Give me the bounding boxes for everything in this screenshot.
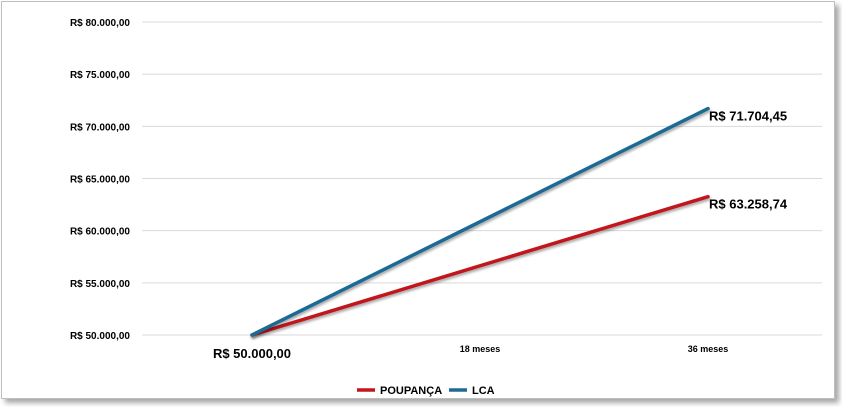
y-tick-label: R$ 65.000,00 bbox=[70, 175, 130, 186]
gridlines bbox=[142, 21, 822, 336]
y-tick-label: R$ 50.000,00 bbox=[70, 331, 130, 342]
x-axis-ticks: R$ 50.000,00 18 meses 36 meses bbox=[213, 344, 728, 361]
chart-frame: R$ 80.000,00 R$ 75.000,00 R$ 70.000,00 R$ 6… bbox=[1, 1, 835, 399]
y-tick-label: R$ 70.000,00 bbox=[70, 122, 130, 133]
data-label: R$ 71.704,45 bbox=[709, 109, 787, 124]
y-tick-label: R$ 75.000,00 bbox=[70, 70, 130, 81]
x-tick-label: R$ 50.000,00 bbox=[213, 346, 291, 361]
legend: POUPANÇA LCA bbox=[357, 385, 495, 397]
legend-label: POUPANÇA bbox=[380, 385, 442, 397]
y-tick-label: R$ 80.000,00 bbox=[70, 18, 130, 29]
series-lines bbox=[250, 106, 710, 337]
x-tick-label: 36 meses bbox=[688, 344, 729, 354]
y-axis-ticks: R$ 80.000,00 R$ 75.000,00 R$ 70.000,00 R$ 6… bbox=[70, 18, 130, 342]
data-label: R$ 63.258,74 bbox=[709, 197, 788, 212]
data-labels: R$ 71.704,45 R$ 63.258,74 bbox=[709, 109, 788, 212]
legend-label: LCA bbox=[472, 385, 495, 397]
y-tick-label: R$ 55.000,00 bbox=[70, 279, 130, 290]
line-chart: R$ 80.000,00 R$ 75.000,00 R$ 70.000,00 R$ 6… bbox=[70, 18, 822, 397]
x-tick-label: 18 meses bbox=[460, 344, 501, 354]
y-tick-label: R$ 60.000,00 bbox=[70, 227, 130, 238]
series-line-poupana bbox=[250, 194, 710, 337]
series-line-lca bbox=[250, 106, 710, 337]
